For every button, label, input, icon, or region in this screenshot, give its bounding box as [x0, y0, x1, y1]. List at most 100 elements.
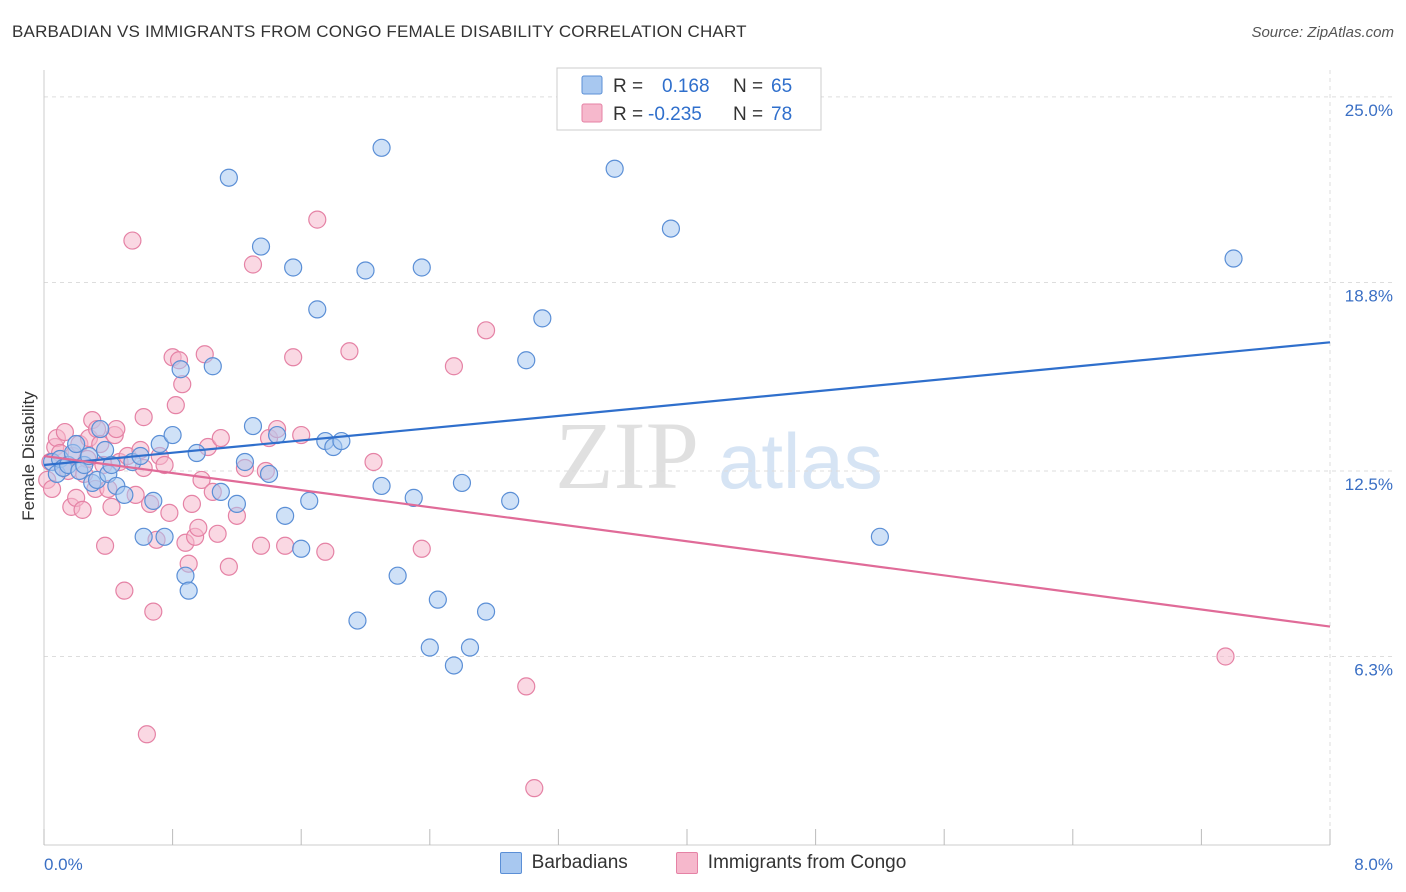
point-barbadians — [67, 434, 86, 454]
watermark-zip: ZIP — [555, 402, 699, 509]
point-congo — [73, 500, 92, 519]
point-barbadians — [661, 219, 681, 238]
point-congo — [444, 357, 464, 376]
point-barbadians — [605, 159, 624, 178]
legend-r-value-a: 0.168 — [662, 76, 710, 97]
point-barbadians — [176, 566, 195, 585]
point-barbadians — [1224, 249, 1243, 268]
point-congo — [276, 536, 295, 555]
point-barbadians — [300, 491, 319, 510]
point-congo — [308, 210, 327, 229]
point-barbadians — [452, 473, 472, 493]
legend-r-value-b: -0.235 — [648, 104, 702, 125]
y-tick-label: 6.3% — [1354, 660, 1393, 679]
point-barbadians — [115, 485, 134, 505]
point-congo — [211, 428, 230, 448]
point-congo — [284, 348, 303, 367]
point-barbadians — [134, 527, 153, 546]
legend-n-value-b: 78 — [771, 104, 792, 125]
point-barbadians — [150, 434, 169, 454]
point-congo — [316, 542, 335, 561]
point-congo — [340, 342, 359, 361]
legend-label-barbadians: Barbadians — [531, 852, 628, 873]
point-congo — [102, 497, 121, 516]
point-congo — [155, 455, 174, 475]
watermark-atlas: atlas — [718, 417, 883, 505]
legend-item-congo[interactable]: Immigrants from Congo — [675, 852, 907, 874]
point-barbadians — [91, 419, 110, 439]
point-barbadians — [155, 527, 174, 546]
y-axis-label: Female Disability — [19, 391, 38, 521]
swatch-congo — [675, 852, 698, 874]
point-barbadians — [219, 168, 238, 187]
legend-item-barbadians[interactable]: Barbadians — [499, 852, 628, 874]
point-barbadians — [412, 258, 431, 277]
legend-n-label-a: N = — [733, 76, 763, 97]
point-barbadians — [372, 138, 391, 157]
point-barbadians — [428, 590, 447, 609]
point-barbadians — [420, 638, 439, 657]
point-barbadians — [203, 357, 222, 376]
point-congo — [219, 557, 238, 576]
point-barbadians — [276, 506, 295, 525]
point-congo — [243, 255, 263, 274]
point-barbadians — [348, 611, 367, 630]
legend-label-congo: Immigrants from Congo — [707, 852, 907, 873]
point-barbadians — [187, 443, 206, 463]
correlation-legend: R = 0.168 N = 65 R = -0.235 N = 78 — [556, 67, 822, 131]
point-congo — [134, 408, 153, 427]
point-congo — [189, 518, 208, 537]
point-congo — [517, 677, 536, 696]
point-congo — [160, 503, 179, 522]
point-congo — [525, 779, 544, 798]
point-congo — [144, 602, 163, 621]
point-congo — [95, 536, 115, 555]
x-tick-label: 0.0% — [44, 855, 83, 874]
x-tick-label: 8.0% — [1354, 855, 1393, 874]
point-barbadians — [356, 261, 375, 280]
series-legend: Barbadians Immigrants from Congo — [0, 852, 1406, 874]
legend-r-label-b: R = — [613, 104, 643, 125]
chart-title: BARBADIAN VS IMMIGRANTS FROM CONGO FEMAL… — [12, 22, 747, 41]
point-barbadians — [404, 488, 423, 507]
point-congo — [55, 422, 74, 442]
trend-line-barbadians — [43, 341, 1331, 467]
point-barbadians — [235, 452, 255, 472]
trend-lines — [43, 341, 1331, 628]
point-congo — [166, 396, 185, 415]
point-congo — [173, 375, 192, 394]
legend-n-value-a: 65 — [771, 76, 792, 97]
point-barbadians — [476, 602, 496, 621]
legend-swatch-barbadians — [581, 75, 603, 95]
point-congo — [251, 536, 271, 555]
point-barbadians — [211, 482, 230, 502]
point-congo — [115, 581, 134, 600]
point-barbadians — [144, 491, 163, 510]
y-tick-label: 18.8% — [1345, 286, 1393, 305]
point-barbadians — [308, 300, 327, 319]
y-tick-label: 25.0% — [1345, 101, 1393, 120]
point-congo — [364, 452, 383, 472]
point-barbadians — [251, 237, 271, 256]
point-barbadians — [870, 527, 890, 546]
point-barbadians — [284, 258, 303, 277]
legend-swatch-congo — [581, 103, 603, 123]
y-tick-label: 12.5% — [1345, 475, 1393, 494]
trend-line-congo — [43, 454, 1331, 628]
legend-r-label-a: R = — [613, 76, 643, 97]
point-barbadians — [517, 351, 536, 370]
point-barbadians — [292, 539, 311, 558]
point-barbadians — [227, 494, 246, 513]
point-barbadians — [163, 425, 182, 445]
legend-n-label-b: N = — [733, 104, 763, 125]
point-barbadians — [259, 464, 279, 484]
point-barbadians — [460, 638, 480, 657]
point-barbadians — [444, 656, 464, 675]
point-barbadians — [533, 309, 552, 328]
point-barbadians — [372, 476, 391, 496]
point-congo — [412, 539, 431, 558]
point-barbadians — [388, 566, 407, 585]
point-barbadians — [179, 581, 198, 600]
point-barbadians — [267, 425, 287, 445]
